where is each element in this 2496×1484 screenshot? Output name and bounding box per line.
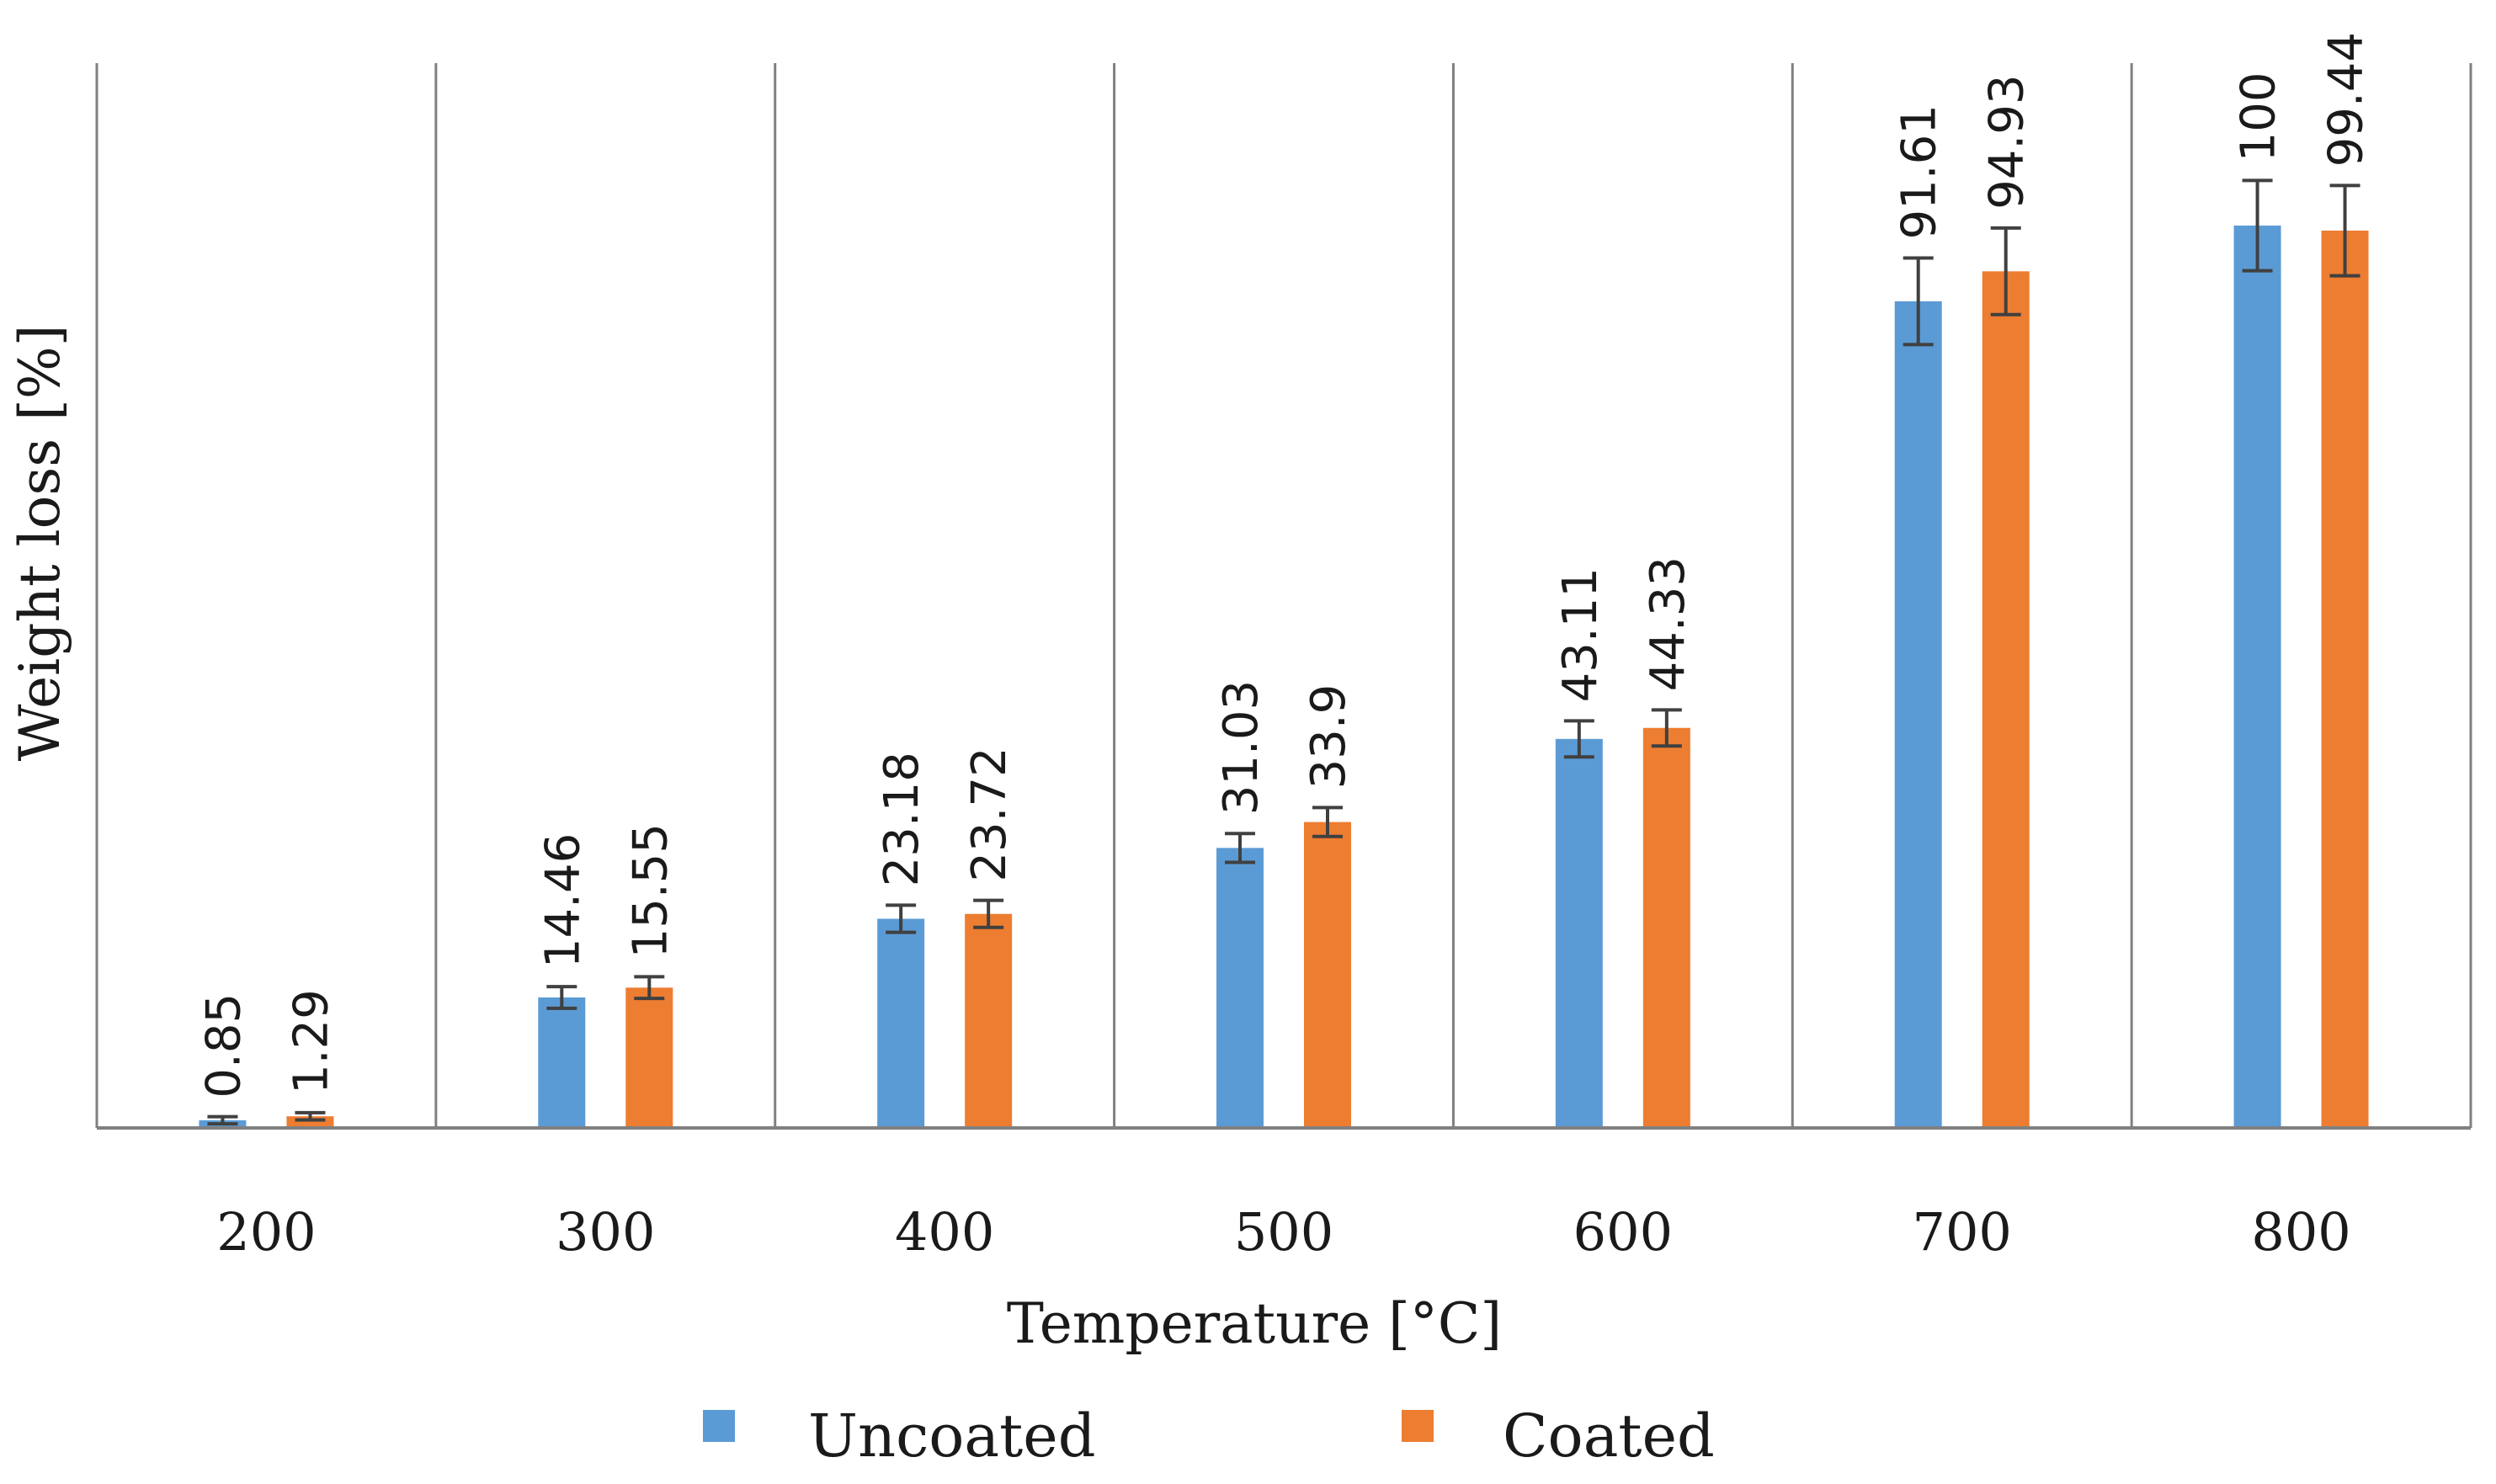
error-bars bbox=[207, 178, 2360, 1126]
legend-swatch-uncoated bbox=[703, 1410, 735, 1442]
y-axis-title: Weight loss [%] bbox=[8, 325, 72, 762]
bar-coated-400 bbox=[965, 913, 1013, 1128]
error-bar-uncoated-400 bbox=[886, 903, 917, 934]
data-label-uncoated-700: 91.61 bbox=[1892, 104, 1947, 239]
data-label-uncoated-300: 14.46 bbox=[535, 833, 590, 968]
bar-uncoated-700 bbox=[1894, 301, 1942, 1128]
x-axis-title: Temperature [°C] bbox=[1007, 1291, 1502, 1356]
data-label-uncoated-400: 23.18 bbox=[875, 752, 929, 886]
x-tick-label: 700 bbox=[1913, 1201, 2012, 1263]
error-bar-uncoated-300 bbox=[546, 985, 577, 1010]
bar-uncoated-300 bbox=[538, 997, 586, 1128]
category-separators bbox=[95, 63, 2472, 1128]
bars bbox=[199, 225, 2369, 1129]
bar-coated-500 bbox=[1304, 822, 1351, 1128]
bar-uncoated-400 bbox=[877, 918, 925, 1128]
bar-uncoated-800 bbox=[2233, 225, 2281, 1129]
data-label-uncoated-600: 43.11 bbox=[1553, 567, 1608, 702]
legend: Uncoated Coated bbox=[703, 1402, 1715, 1471]
x-tick-label: 600 bbox=[1573, 1201, 1673, 1263]
bar-uncoated-600 bbox=[1555, 738, 1603, 1128]
x-tick-label: 200 bbox=[216, 1201, 316, 1263]
x-tick-label: 400 bbox=[895, 1201, 994, 1263]
error-bar-uncoated-800 bbox=[2242, 178, 2273, 273]
x-tick-labels: 200 300 400 500 600 700 800 bbox=[216, 1201, 2350, 1263]
legend-swatch-coated bbox=[1402, 1410, 1434, 1442]
error-bar-uncoated-700 bbox=[1903, 256, 1934, 347]
error-bar-uncoated-600 bbox=[1563, 719, 1594, 759]
error-bar-coated-200 bbox=[295, 1110, 326, 1122]
error-bar-uncoated-500 bbox=[1225, 832, 1255, 864]
data-label-uncoated-800: 100 bbox=[2232, 72, 2286, 162]
bar-uncoated-500 bbox=[1216, 848, 1264, 1128]
x-tick-label: 800 bbox=[2251, 1201, 2350, 1263]
bar-coated-300 bbox=[625, 987, 673, 1128]
error-bar-coated-600 bbox=[1651, 708, 1682, 748]
legend-label-coated: Coated bbox=[1503, 1402, 1715, 1471]
data-label-coated-200: 1.29 bbox=[284, 989, 338, 1094]
bar-coated-700 bbox=[1982, 271, 2030, 1128]
error-bar-uncoated-200 bbox=[207, 1114, 238, 1126]
data-label-coated-700: 94.93 bbox=[1980, 75, 2035, 210]
data-label-coated-300: 15.55 bbox=[623, 823, 678, 958]
error-bar-coated-700 bbox=[1990, 226, 2021, 316]
x-tick-label: 300 bbox=[556, 1201, 655, 1263]
data-label-coated-600: 44.33 bbox=[1641, 556, 1695, 691]
data-label-coated-500: 33.9 bbox=[1301, 684, 1356, 790]
bar-coated-600 bbox=[1642, 727, 1690, 1128]
legend-label-uncoated: Uncoated bbox=[808, 1402, 1096, 1471]
error-bar-coated-800 bbox=[2329, 184, 2360, 278]
data-label-uncoated-200: 0.85 bbox=[196, 993, 251, 1098]
x-tick-label: 500 bbox=[1234, 1201, 1333, 1263]
error-bar-coated-300 bbox=[634, 975, 665, 1001]
bar-coated-800 bbox=[2321, 230, 2369, 1128]
error-bar-coated-500 bbox=[1312, 806, 1343, 838]
data-label-coated-400: 23.72 bbox=[962, 747, 1017, 881]
error-bar-coated-400 bbox=[973, 898, 1004, 929]
data-label-uncoated-500: 31.03 bbox=[1214, 680, 1269, 815]
data-label-coated-800: 99.44 bbox=[2319, 32, 2374, 167]
data-labels: 0.85 1.29 14.46 15.55 23.18 23.72 31.03 33.9 43.… bbox=[196, 32, 2373, 1098]
